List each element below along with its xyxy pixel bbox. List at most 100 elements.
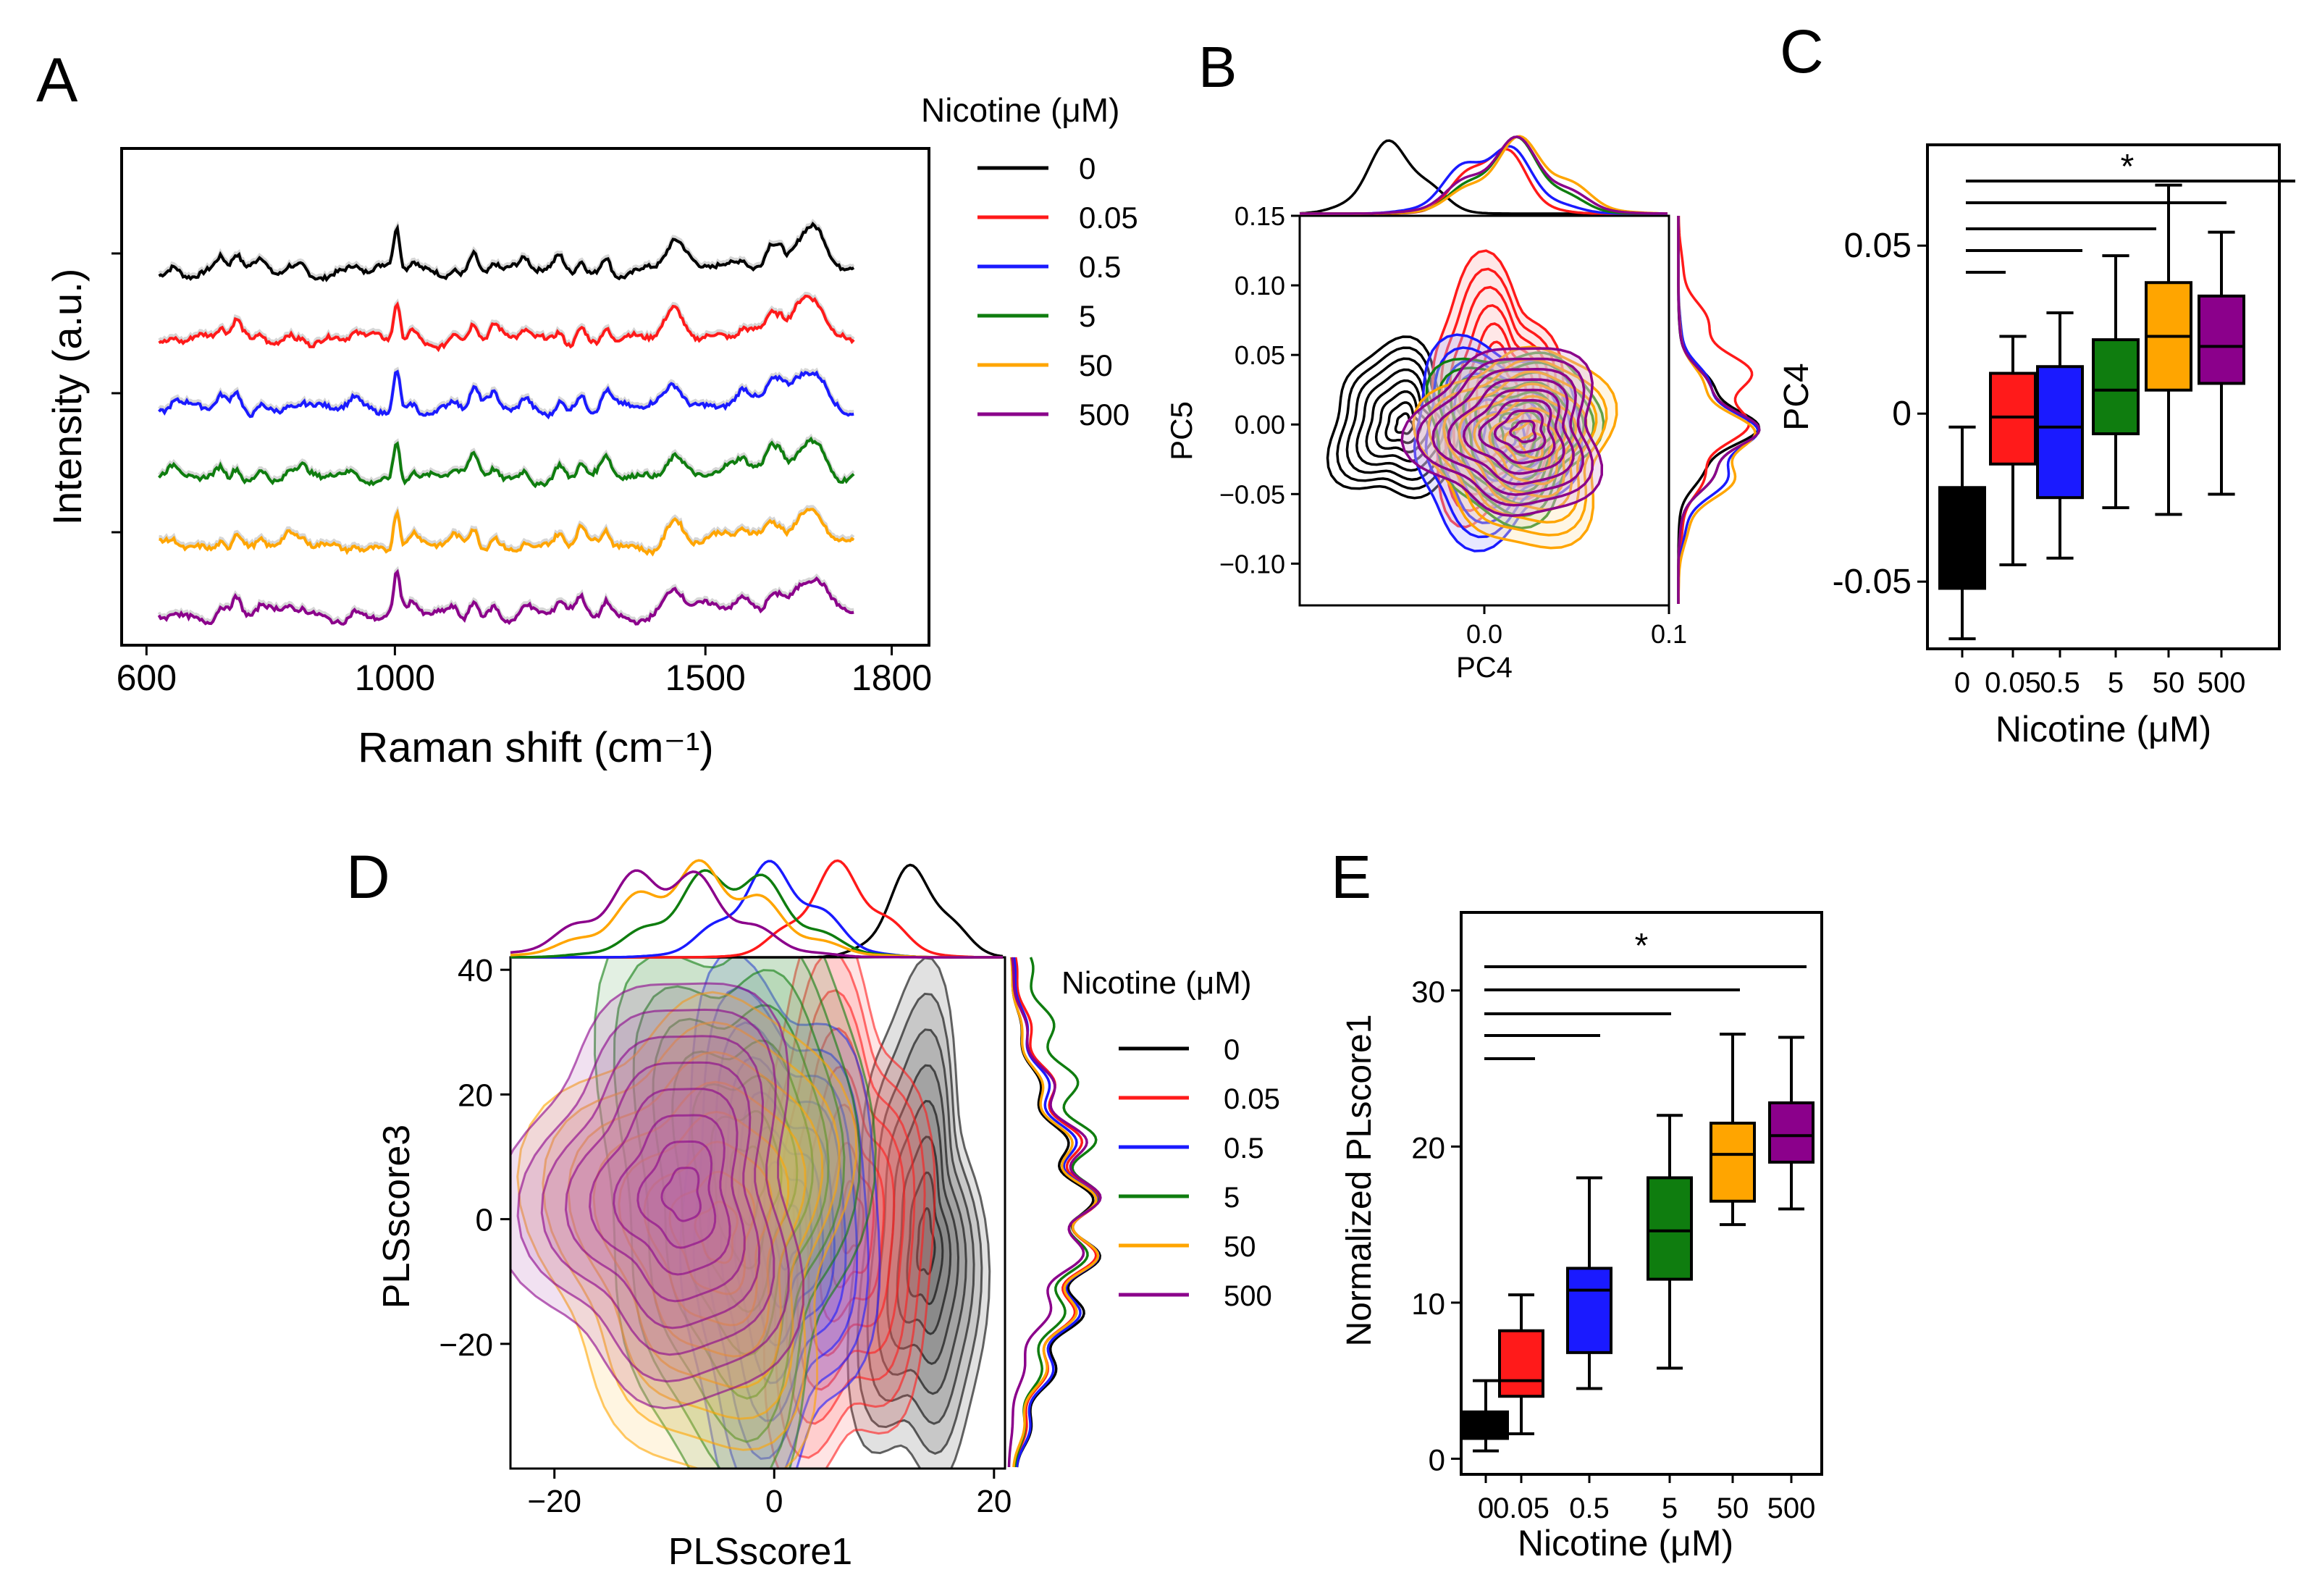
- x-axis-label-d: PLSscore1: [668, 1531, 852, 1573]
- legend-label-a: 0.05: [1079, 201, 1138, 235]
- marginal-density-5: [1677, 216, 1761, 604]
- plot-frame-c: [1926, 143, 2281, 650]
- box-body: [2036, 365, 2084, 500]
- legend-label-d: 0.5: [1224, 1133, 1264, 1164]
- contour-level-5: [1462, 381, 1576, 494]
- legend-label-d: 0: [1224, 1034, 1240, 1066]
- contour-level-500: [1509, 419, 1537, 444]
- contour-level-500: [540, 1035, 775, 1356]
- box-500: [1768, 1036, 1815, 1483]
- panel-label-c: C: [1780, 17, 1824, 85]
- x-axis-label-a: Raman shift (cm⁻¹): [358, 724, 713, 771]
- y-tick-label-e: 20: [1411, 1130, 1445, 1164]
- spectrum-band-500: [157, 566, 854, 623]
- x-tick-label-d: 0: [765, 1484, 783, 1519]
- legend-label-d: 0.05: [1224, 1083, 1280, 1115]
- y-tick-label-b: 0.10: [1235, 271, 1285, 301]
- legend-title-a: Nicotine (μM): [921, 91, 1119, 129]
- contour-level-500: [1493, 409, 1547, 454]
- marginal-density-500: [510, 869, 1003, 959]
- contour-level-500: [1447, 378, 1575, 486]
- x-tick-label-e: 50: [1717, 1492, 1749, 1524]
- x-tick-label-e: 0.05: [1493, 1492, 1549, 1524]
- spectrum-line-5: [158, 436, 855, 489]
- contour-level-500: [1400, 347, 1604, 517]
- y-tick-label-e: 30: [1411, 975, 1445, 1009]
- spectrum-line-50: [159, 508, 855, 557]
- legend-label-a: 50: [1079, 348, 1113, 382]
- marginal-density-0.05: [1300, 148, 1668, 215]
- x-tick-label-d: 20: [976, 1484, 1012, 1519]
- panel-label-e: E: [1331, 843, 1371, 911]
- x-tick-label-e: 0.5: [1569, 1492, 1610, 1524]
- marginal-density-5: [510, 869, 1003, 959]
- contour-level-500: [588, 1088, 746, 1303]
- box-body: [2198, 294, 2245, 385]
- marginal-density-0.05: [1677, 216, 1754, 605]
- box-body: [1566, 1267, 1612, 1354]
- y-tick-label-b: −0.10: [1219, 549, 1285, 579]
- x-tick-label-a: 1500: [665, 658, 746, 698]
- x-tick-label-e: 500: [1767, 1492, 1816, 1524]
- panel-label-d: D: [346, 843, 390, 911]
- box-body: [1768, 1101, 1815, 1164]
- panel-label-a: A: [36, 46, 78, 115]
- y-tick-label-b: 0.00: [1235, 410, 1285, 440]
- y-tick-label-b: −0.05: [1219, 479, 1285, 509]
- legend-label-a: 0: [1079, 151, 1096, 185]
- box-500: [2198, 230, 2245, 658]
- y-axis-label-d: PLSscore3: [376, 1125, 418, 1309]
- x-tick-label-c: 0.05: [1985, 667, 2041, 699]
- contour-level-500: [1462, 388, 1565, 475]
- contour-level-0.05: [768, 957, 926, 1459]
- significance-star: *: [1635, 927, 1649, 965]
- legend-label-d: 5: [1224, 1182, 1240, 1214]
- marginal-density-0: [1677, 216, 1761, 604]
- x-tick-label-b: 0.0: [1466, 619, 1502, 649]
- x-tick-label-a: 1800: [851, 658, 932, 698]
- panel-a: A 600 1000 1500 1800 Raman shift (cm⁻¹) Int…: [36, 46, 1138, 771]
- marginal-density-50: [1300, 135, 1668, 215]
- x-tick-label-e: 0: [1478, 1492, 1494, 1524]
- contour-level-500: [1478, 399, 1556, 465]
- y-tick-label-e: 0: [1429, 1442, 1445, 1477]
- y-tick-label-d: −20: [439, 1327, 493, 1363]
- contour-level-0: [1394, 412, 1415, 435]
- spectrum-line-500: [157, 568, 854, 626]
- x-tick-label-e: 5: [1662, 1492, 1678, 1524]
- marginal-density-500: [1007, 957, 1102, 1468]
- box-0.5: [1566, 1176, 1612, 1483]
- box-body: [1498, 1329, 1544, 1398]
- significance-star: *: [2121, 148, 2135, 186]
- y-tick-label-c: 0: [1892, 395, 1912, 433]
- contour-level-500: [1431, 368, 1584, 496]
- y-axis-label-e: Normalized PLscore1: [1340, 1015, 1379, 1347]
- legend-label-a: 500: [1079, 398, 1130, 432]
- y-tick-label-e: 10: [1411, 1287, 1445, 1321]
- contour-level-500: [660, 1167, 702, 1222]
- marginal-density-5: [1300, 135, 1668, 215]
- legend-label-d: 50: [1224, 1231, 1256, 1263]
- box-body: [1710, 1122, 1756, 1203]
- y-tick-label-d: 40: [458, 953, 493, 988]
- panel-c: C 0.050-0.05 0 0.050.5 5 50 500 * Nicotine (…: [1778, 17, 2295, 749]
- x-axis-label-b: PC4: [1456, 652, 1513, 684]
- x-tick-label-d: −20: [527, 1484, 581, 1519]
- box-5: [1647, 1114, 1693, 1483]
- x-tick-label-c: 5: [2108, 667, 2124, 699]
- contour-level-500: [1416, 357, 1594, 507]
- box-body: [2092, 338, 2140, 436]
- legend-title-d: Nicotine (μM): [1061, 965, 1252, 1001]
- y-axis-label-b: PC5: [1164, 401, 1198, 461]
- plot-frame-e: [1460, 911, 1823, 1476]
- box-body: [1938, 486, 1986, 590]
- x-tick-label-c: 50: [2153, 667, 2185, 699]
- box-body: [1647, 1176, 1693, 1281]
- x-tick-label-c: 0: [1954, 667, 1970, 699]
- marginal-density-50: [1677, 216, 1757, 604]
- spectrum-band-50: [159, 505, 855, 554]
- box-0: [1938, 425, 1986, 658]
- y-tick-label-b: 0.15: [1235, 201, 1285, 231]
- y-axis-label-c: PC4: [1778, 363, 1816, 430]
